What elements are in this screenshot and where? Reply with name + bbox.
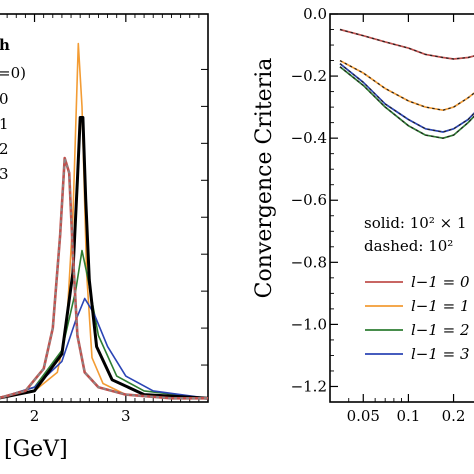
right-y-tick-label: −0.2 bbox=[291, 67, 327, 85]
right-series-dashed-line bbox=[339, 63, 474, 133]
right-y-axis-title: Convergence Criteria bbox=[252, 58, 277, 299]
left-series-line bbox=[0, 116, 209, 400]
left-legend-fragment: 2 bbox=[0, 140, 9, 158]
legend-label: l−1 = 0 bbox=[411, 273, 470, 291]
left-plot-frame bbox=[0, 13, 209, 403]
left-legend-fragments: h =0) 0 1 2 3 bbox=[0, 36, 26, 183]
left-legend-fragment: 0 bbox=[0, 90, 9, 108]
left-series-line bbox=[0, 157, 208, 400]
right-series-solid-line bbox=[339, 66, 474, 140]
legend-label: l−1 = 3 bbox=[411, 345, 470, 363]
right-series-solid-line bbox=[339, 63, 474, 133]
right-x-tick-label: 0.05 bbox=[347, 407, 380, 425]
right-panel: 0.0 −0.2 −0.4 −0.6 −0.8 −1.0 −1.2 0.05 0.1 0.2 Co… bbox=[252, 5, 474, 425]
left-series-line bbox=[0, 42, 209, 400]
right-series-dashed-line bbox=[339, 66, 474, 139]
right-series-dashed-line bbox=[339, 28, 474, 60]
left-legend-fragment: =0) bbox=[0, 64, 26, 82]
left-x-tick-label: 3 bbox=[121, 407, 131, 425]
left-x-tick-label: 2 bbox=[30, 407, 40, 425]
right-x-tick-label: 0.2 bbox=[442, 407, 466, 425]
left-x-axis-title: [GeV] bbox=[4, 437, 68, 462]
right-y-tick-label: −1.2 bbox=[291, 377, 327, 395]
right-y-tick-label: −0.6 bbox=[291, 191, 327, 209]
right-series-solid-line bbox=[339, 59, 474, 112]
right-series-dashed-line bbox=[339, 60, 474, 111]
left-legend-fragment: 1 bbox=[0, 115, 9, 133]
right-y-tick-label: 0.0 bbox=[303, 5, 327, 23]
legend-label: l−1 = 1 bbox=[411, 297, 470, 315]
left-series-lines bbox=[0, 42, 209, 400]
right-plot-frame bbox=[329, 13, 474, 403]
right-y-tick-label: −1.0 bbox=[291, 315, 327, 333]
right-series-lines bbox=[339, 28, 474, 140]
right-series-solid-line bbox=[339, 28, 474, 60]
right-y-tick-label: −0.8 bbox=[291, 253, 327, 271]
left-series-line bbox=[0, 249, 209, 400]
right-axis-ticks: 0.0 −0.2 −0.4 −0.6 −0.8 −1.0 −1.2 0.05 0.1 0.2 bbox=[291, 5, 466, 425]
dashed-note: dashed: 10² bbox=[364, 237, 453, 255]
left-legend-fragment: h bbox=[0, 36, 10, 54]
left-legend-fragment: 3 bbox=[0, 165, 9, 183]
legend-label: l−1 = 2 bbox=[411, 321, 470, 339]
right-y-tick-label: −0.4 bbox=[291, 129, 327, 147]
solid-note: solid: 10² × 1 bbox=[364, 214, 467, 232]
right-legend: l−1 = 0 l−1 = 1 l−1 = 2 l−1 = 3 bbox=[365, 273, 470, 363]
right-x-tick-label: 0.1 bbox=[396, 407, 420, 425]
